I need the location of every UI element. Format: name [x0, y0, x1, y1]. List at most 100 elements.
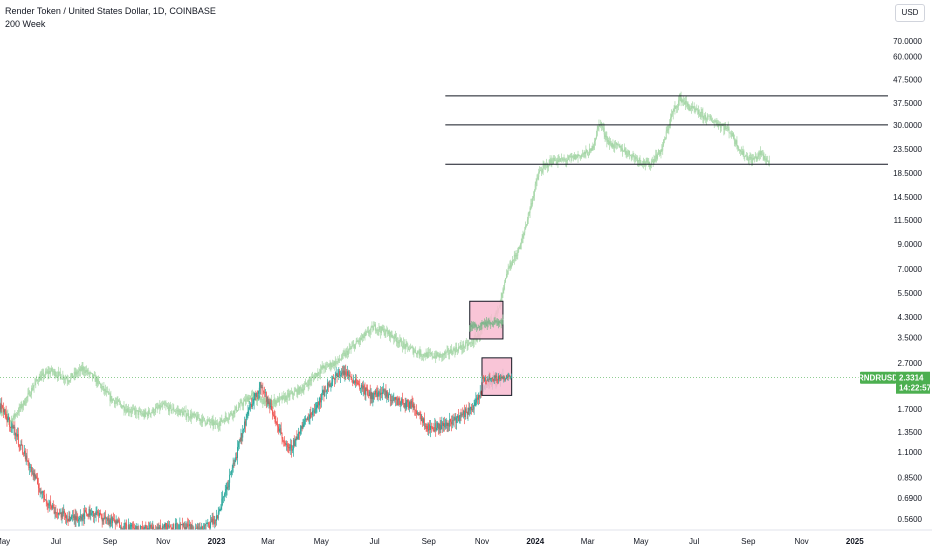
- candle-body-499: [435, 423, 437, 431]
- ghost-candle-body-868: [757, 153, 759, 157]
- ghost-candle-body-238: [207, 420, 209, 421]
- ghost-candle-body-538: [469, 342, 471, 344]
- candle-body-62: [53, 507, 55, 514]
- ghost-candle-body-766: [668, 125, 670, 130]
- candle-body-78: [67, 519, 69, 522]
- ghost-candle-body-603: [526, 224, 527, 226]
- ghost-candle-body-397: [346, 350, 348, 352]
- candle-body-323: [281, 432, 283, 439]
- ghost-candle-body-114: [99, 381, 100, 384]
- price-axis[interactable]: 70.0000 60.0000 47.5000 37.5000 30.0000 23.50…: [888, 0, 932, 550]
- candle-body-42: [36, 476, 38, 479]
- candle-body-207: [180, 523, 182, 525]
- ghost-candle-body-521: [454, 349, 456, 353]
- ghost-candle-body-747: [651, 160, 653, 162]
- ghost-candle-body-709: [618, 145, 620, 148]
- ghost-candle-body-644: [561, 157, 563, 161]
- ghost-candle-body-579: [505, 278, 507, 283]
- highlight-boxes[interactable]: [469, 300, 513, 396]
- ghost-candle-body-486: [423, 354, 425, 356]
- ghost-candle-body-859: [749, 157, 751, 159]
- ghost-candle-body-643: [560, 157, 562, 159]
- ghost-candle-body-186: [161, 404, 163, 407]
- y-tick-label: 30.0000: [893, 121, 922, 130]
- ghost-candle-body-419: [365, 332, 367, 334]
- candle-body-517: [450, 421, 452, 425]
- candle-body-319: [278, 426, 279, 432]
- ghost-candle-body-585: [510, 262, 512, 267]
- box0-candle-body-14: [481, 322, 483, 326]
- box0-candle-body-32: [497, 322, 499, 325]
- ghost-candle-body-315: [274, 399, 276, 405]
- candle-body-331: [288, 447, 290, 449]
- ghost-candle-body-248: [216, 423, 217, 425]
- candle-body-138: [120, 526, 121, 528]
- x-tick-label: 2024: [526, 537, 544, 546]
- candle-body-510: [444, 423, 446, 428]
- ghost-candle-body-688: [600, 122, 602, 125]
- ghost-candle-body-857: [747, 159, 749, 161]
- candle-body-475: [414, 406, 416, 410]
- currency-button[interactable]: USD: [895, 4, 925, 22]
- candle-body-389: [339, 371, 341, 376]
- box0-candle-body-38: [502, 318, 504, 321]
- candle-body-214: [186, 523, 188, 530]
- box0-candle-body-28: [493, 320, 495, 325]
- ghost-candle-body-602: [525, 225, 527, 230]
- ghost-candle-body-841: [733, 138, 735, 142]
- candle-body-8: [6, 417, 8, 422]
- candle-body-392: [341, 372, 343, 374]
- ghost-candle-body-575: [501, 293, 503, 298]
- candle-body-101: [87, 515, 89, 517]
- candle-body-136: [118, 520, 120, 522]
- ghost-candle-body-722: [629, 155, 631, 156]
- ghost-candle-body-514: [448, 349, 450, 354]
- candle-body-174: [151, 527, 153, 530]
- candle-body-368: [320, 395, 322, 403]
- candle-body-157: [136, 526, 138, 530]
- ghost-candle-body-480: [418, 352, 420, 356]
- indicator-label[interactable]: 200 Week: [5, 19, 46, 29]
- ghost-candle-body-703: [613, 146, 615, 148]
- candle-body-49: [42, 490, 44, 493]
- ghost-candle-body-625: [545, 164, 547, 166]
- candle-body-19: [16, 433, 18, 437]
- ghost-candle-body-120: [104, 389, 106, 391]
- ghost-candle-body-43: [37, 380, 38, 381]
- candle-body-471: [410, 400, 412, 409]
- candle-body-446: [388, 394, 390, 396]
- ghost-candle-body-655: [571, 156, 573, 158]
- ghost-candle-body-288: [251, 393, 252, 396]
- ghost-candle-body-713: [622, 148, 624, 152]
- candle-body-220: [191, 524, 193, 531]
- candle-body-240: [209, 525, 211, 528]
- ghost-candle-body-526: [458, 347, 460, 348]
- ghost-candle-body-788: [687, 103, 689, 107]
- ghost-candle-body-70: [60, 374, 62, 380]
- candle-body-350: [305, 418, 307, 421]
- candle-body-374: [326, 390, 328, 392]
- ghost-candle-body-614: [535, 181, 537, 185]
- chart-header: Render Token / United States Dollar, 1D,…: [5, 5, 216, 31]
- candle-body-451: [393, 397, 395, 401]
- symbol-title[interactable]: Render Token / United States Dollar, 1D,…: [5, 6, 216, 16]
- ghost-candle-body-222: [193, 413, 195, 416]
- candle-body-427: [372, 395, 374, 400]
- ghost-candle-body-702: [612, 143, 614, 147]
- ghost-candle-body-611: [533, 196, 534, 199]
- box1-candle-body-31: [508, 375, 510, 377]
- time-axis[interactable]: May Jul Sep Nov 2023 Mar May Jul Sep Nov 2024 Mar Ma…: [0, 529, 932, 550]
- candle-body-545: [475, 399, 477, 403]
- ghost-candle-body-206: [179, 410, 181, 416]
- ghost-candle-body-301: [262, 398, 264, 405]
- ghost-candle-body-750: [654, 159, 656, 161]
- candle-body-348: [303, 421, 305, 425]
- ghost-candle-body-527: [459, 345, 461, 348]
- candle-body-347: [302, 424, 304, 429]
- ghost-candle-body-839: [732, 133, 734, 137]
- candle-body-403: [351, 378, 353, 380]
- candle-body-120: [104, 516, 106, 519]
- ghost-candle-body-676: [589, 148, 591, 150]
- ghost-candle-body-725: [632, 155, 634, 156]
